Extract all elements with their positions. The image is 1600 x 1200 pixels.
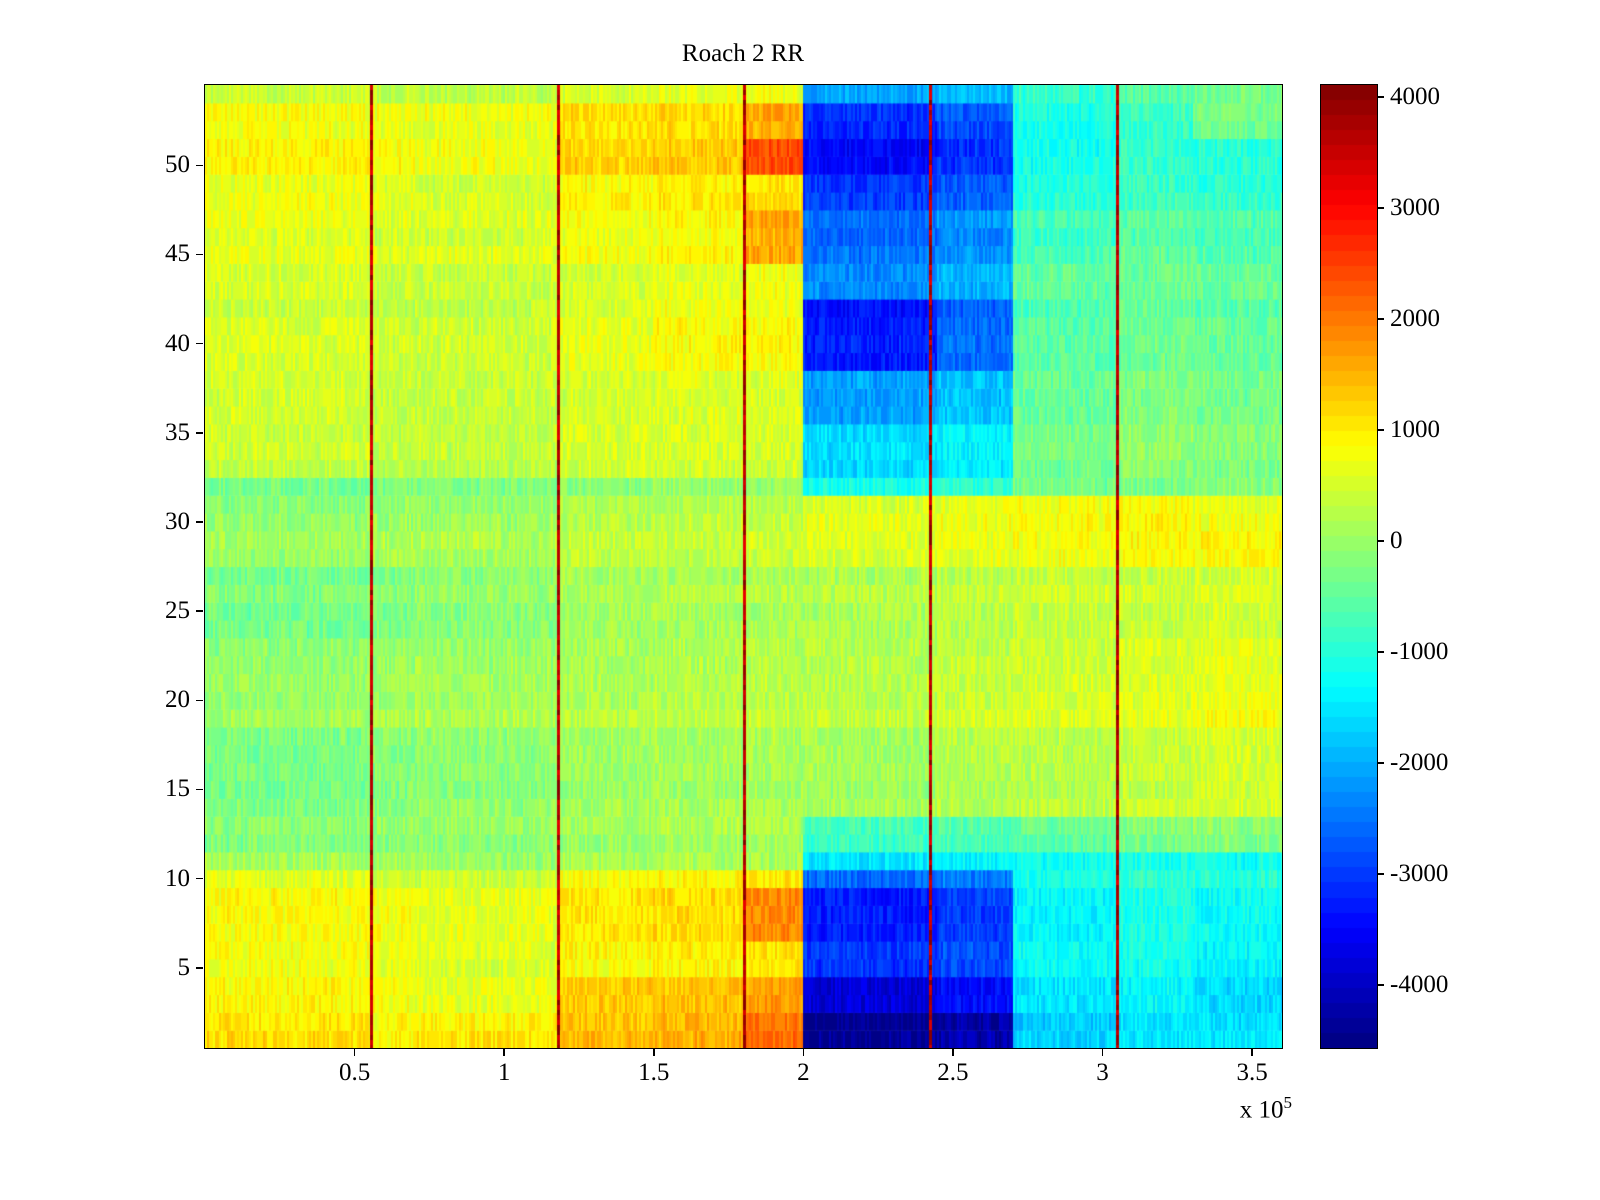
colorbar-tick-label: -4000 [1390,971,1449,999]
y-tick-mark [196,967,203,969]
chart-title: Roach 2 RR [681,40,805,67]
x-tick-label: 2 [797,1059,810,1086]
y-tick-label: 45 [165,240,190,268]
x-tick-label: 1.5 [638,1059,670,1086]
y-tick-mark [196,610,203,612]
y-tick-mark [196,432,203,434]
y-tick-label: 25 [165,597,190,625]
colorbar-tick-mark [1378,651,1384,653]
y-tick-mark [196,342,203,345]
x-tick-mark [353,1049,356,1056]
x-tick-label: 0.5 [338,1059,371,1086]
colorbar-tick-label: -1000 [1390,638,1449,666]
y-tick-label: 5 [177,953,191,981]
x-tick-mark [1251,1049,1253,1056]
colorbar-tick-label: 0 [1390,527,1403,555]
colorbar-tick-mark [1378,207,1384,209]
colorbar-tick-label: 1000 [1390,416,1440,443]
y-tick-mark [196,164,203,166]
x-tick-label: 1 [497,1059,511,1086]
y-tick-label: 50 [165,151,190,179]
colorbar-tick-mark [1378,318,1384,320]
x-tick-mark [503,1049,505,1056]
colorbar-tick-label: -3000 [1390,860,1449,888]
x-tick-mark [653,1049,655,1056]
y-tick-label: 15 [165,775,190,803]
x-tick-mark [952,1049,954,1056]
y-tick-label: 20 [165,686,190,714]
y-tick-label: 10 [165,864,190,892]
x-axis-exponent-label: x 105 [1182,1093,1292,1124]
colorbar-tick-label: 3000 [1390,193,1440,221]
y-tick-mark [196,699,203,701]
colorbar-tick-mark [1378,984,1384,986]
y-tick-label: 40 [165,329,190,357]
y-tick-label: 35 [165,418,190,446]
y-tick-mark [196,877,203,880]
y-tick-label: 30 [165,507,190,535]
colorbar-tick-mark [1378,873,1384,875]
colorbar-tick-label: 2000 [1390,305,1440,332]
colorbar-tick-label: 4000 [1390,82,1440,110]
x-tick-label: 3 [1096,1059,1109,1086]
colorbar-tick-mark [1378,96,1384,98]
x-tick-mark [1101,1049,1104,1056]
y-tick-mark [196,788,203,791]
y-tick-mark [196,253,203,256]
x-axis-exponent-power: 5 [1283,1093,1293,1112]
x-tick-label: 3.5 [1236,1059,1268,1086]
y-tick-mark [196,521,203,523]
colorbar-tick-label: -2000 [1390,749,1449,777]
x-tick-label: 2.5 [937,1059,969,1086]
x-axis-exponent-base: x 10 [1239,1096,1284,1124]
heatmap-plot [204,84,1283,1049]
colorbar [1320,84,1378,1049]
colorbar-tick-mark [1378,540,1384,542]
x-tick-mark [802,1049,805,1056]
colorbar-tick-mark [1378,762,1384,764]
colorbar-tick-mark [1378,429,1384,431]
